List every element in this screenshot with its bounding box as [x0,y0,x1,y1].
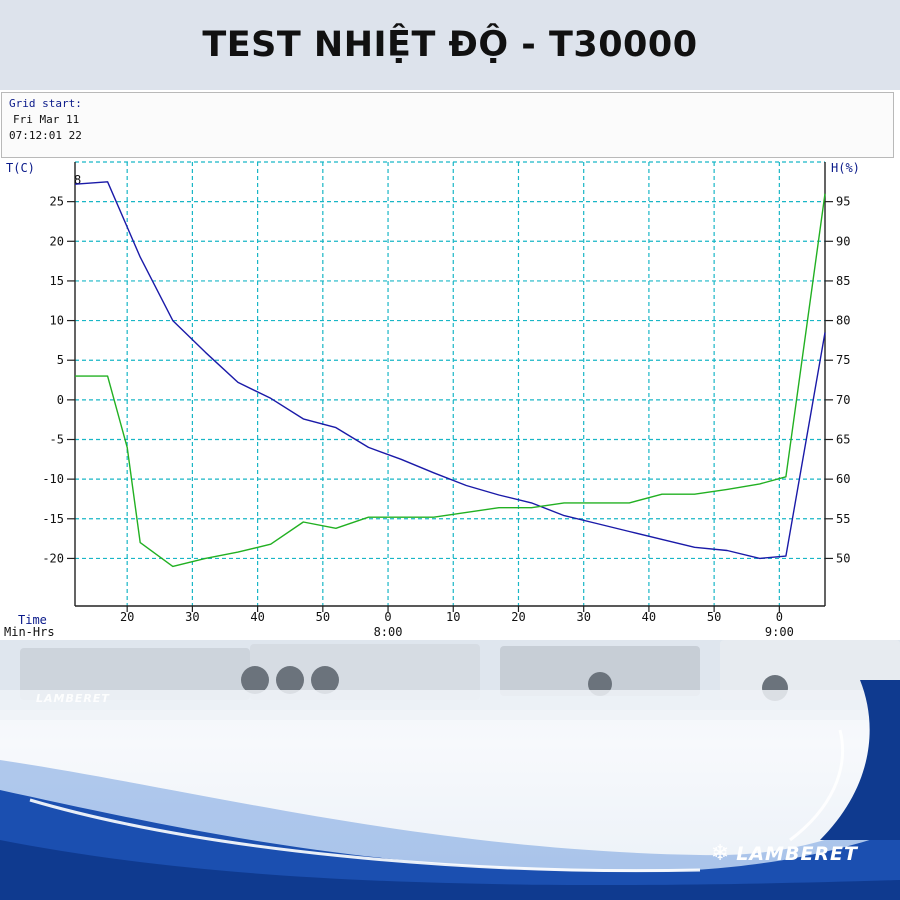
left-tick-label: -5 [50,433,64,447]
right-tick-label: 65 [836,433,850,447]
left-tick-label: 5 [57,353,64,367]
chart-panel: 25 20 15 10 5 0 -5 -10 -15 -20 95 90 85 80 75 70 65 60 55 5… [0,90,900,640]
right-tick-label: 50 [836,551,850,565]
x-tick-label: 40 [250,610,264,624]
footer-artwork [0,640,900,900]
grid-start-box: Grid start: Fri Mar 11 07:12:01 22 [1,92,894,158]
x-tick-label: 0 [776,610,783,624]
corner-mark: 8 [74,173,81,187]
x-axis-subtitle: Min-Hrs [4,625,55,639]
footer-banner: LAMBERET ❄ LAMBERET [0,640,900,900]
x-tick-label: 50 [316,610,330,624]
snowflake-icon: ❄ [710,841,731,866]
left-tick-label: 20 [50,234,64,248]
left-tick-label: -10 [42,472,64,486]
left-tick-label: 15 [50,274,64,288]
right-tick-label: 85 [836,274,850,288]
hour-label: 9:00 [765,625,794,639]
x-tick-label: 10 [446,610,460,624]
right-tick-label: 80 [836,314,850,328]
x-tick-label: 20 [120,610,134,624]
left-tick-label: -20 [42,551,64,565]
x-tick-label: 50 [707,610,721,624]
x-tick-label: 30 [576,610,590,624]
left-tick-label: 0 [57,393,64,407]
brand-name: LAMBERET [736,842,858,865]
right-tick-label: 55 [836,512,850,526]
left-tick-label: 10 [50,314,64,328]
right-axis-title: H(%) [831,161,860,175]
x-tick-label: 20 [511,610,525,624]
series-line-2 [75,193,826,568]
left-axis-title: T(C) [6,161,35,175]
grid-start-label: Grid start: [9,97,82,110]
right-tick-label: 60 [836,472,850,486]
title-bar: TEST NHIỆT ĐỘ - T30000 [0,0,900,90]
x-tick-label: 0 [384,610,391,624]
brand-logo: ❄ LAMBERET [711,841,858,866]
grid-start-date: Fri Mar 11 [13,113,80,126]
truck-trailer-center [250,644,480,700]
right-tick-label: 75 [836,353,850,367]
plot-area [75,162,825,606]
right-tick-label: 95 [836,195,850,209]
truck-trailer-left [20,648,250,700]
x-axis-title: Time [18,613,47,627]
right-tick-label: 70 [836,393,850,407]
series-line-1 [74,181,826,560]
x-tick-label: 30 [185,610,199,624]
truck-brand-text: LAMBERET [36,692,110,705]
page-title: TEST NHIỆT ĐỘ - T30000 [202,25,698,65]
temperature-chart: 2520151050-5-10-15-209590858075706560555… [4,161,860,639]
grid-start-time: 07:12:01 22 [9,129,82,142]
x-tick-label: 40 [642,610,656,624]
hour-label: 8:00 [374,625,403,639]
truck-trailer-right [500,646,700,696]
left-tick-label: 25 [50,195,64,209]
left-tick-label: -15 [42,512,64,526]
right-tick-label: 90 [836,234,850,248]
